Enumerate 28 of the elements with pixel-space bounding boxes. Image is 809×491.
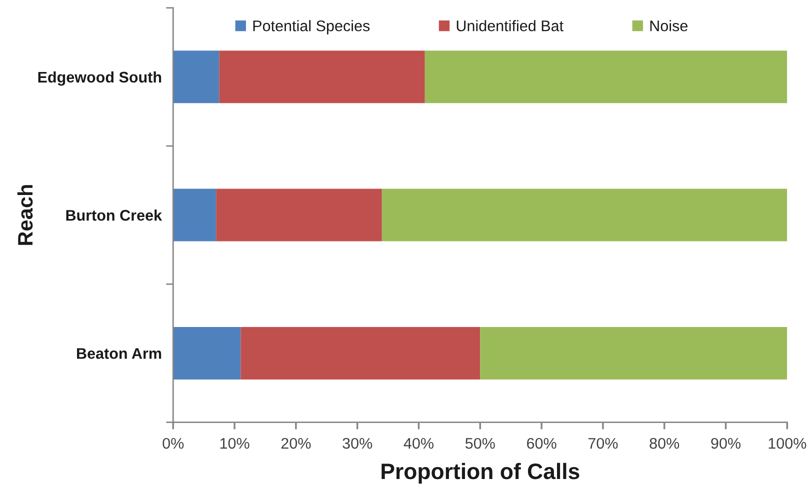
y-tick-label: Edgewood South: [38, 71, 162, 86]
x-tick-label: 50%: [465, 438, 495, 449]
x-tick-label: 40%: [404, 438, 434, 449]
bar: [480, 326, 788, 380]
x-tick-label: 90%: [711, 438, 740, 449]
bar: [240, 326, 480, 380]
x-tick-label: 20%: [281, 438, 311, 449]
x-tick-label: 70%: [588, 438, 618, 449]
x-tick-label: 30%: [342, 438, 372, 449]
x-tick-label: 0%: [162, 438, 184, 449]
x-tick-label: 80%: [650, 438, 680, 449]
bar: [173, 188, 216, 242]
bar: [219, 50, 425, 104]
bar: [382, 188, 788, 242]
x-tick-label: 10%: [220, 438, 250, 449]
bar: [173, 50, 220, 104]
legend-label: Potential Species: [253, 20, 370, 34]
y-tick-label: Burton Creek: [66, 210, 162, 221]
x-axis-title: Proportion of Calls: [382, 462, 580, 484]
bar: [173, 326, 241, 380]
bar: [424, 50, 788, 104]
x-tick-label: 60%: [527, 438, 556, 449]
y-axis-title: Reach: [17, 185, 33, 245]
x-tick-label: 100%: [768, 438, 806, 449]
legend-label: Noise: [650, 20, 688, 32]
legend-label: Unidentified Bat: [456, 20, 564, 32]
y-tick-label: Beaton Arm: [77, 348, 162, 359]
bar: [216, 188, 382, 242]
